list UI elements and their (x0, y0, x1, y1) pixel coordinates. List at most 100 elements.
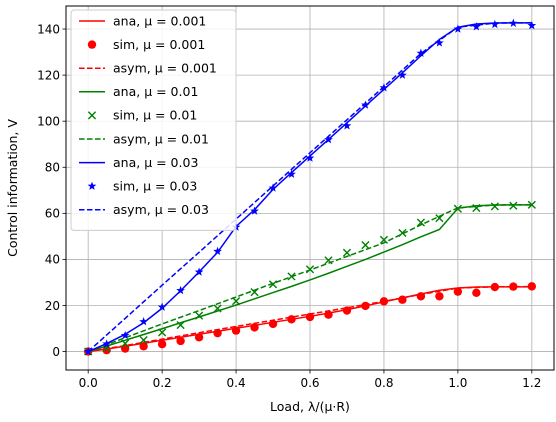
data-point (287, 169, 296, 178)
data-point (231, 326, 241, 335)
x-tick-label: 0.6 (300, 376, 319, 390)
data-point (213, 304, 222, 313)
legend-item: ana, μ = 0.01 (79, 84, 198, 99)
data-point (250, 206, 259, 215)
data-point (361, 100, 370, 109)
legend-item: asym, μ = 0.001 (79, 61, 217, 76)
data-point (453, 204, 462, 213)
legend-handle (87, 111, 97, 120)
data-point (176, 285, 185, 295)
data-point (471, 22, 481, 31)
data-point (213, 328, 222, 338)
data-point (490, 19, 500, 29)
x-stroke (87, 111, 97, 120)
data-point (435, 292, 444, 301)
data-point (139, 335, 148, 345)
data-point (268, 183, 278, 192)
x-stroke (176, 320, 185, 330)
data-point (158, 328, 167, 337)
legend-item: ana, μ = 0.03 (79, 155, 198, 170)
y-tick-label: 120 (37, 68, 60, 82)
data-point (490, 202, 499, 211)
legend-item: asym, μ = 0.03 (79, 202, 209, 217)
series-7 (83, 18, 537, 356)
data-point (194, 311, 204, 320)
x-stroke (268, 280, 278, 289)
data-point (102, 339, 112, 348)
data-point (120, 330, 130, 340)
plot-area (83, 18, 537, 356)
data-point (139, 342, 148, 351)
x-tick-label: 1.0 (448, 376, 467, 390)
data-point (213, 246, 222, 256)
series-line (87, 22, 532, 353)
data-point (268, 319, 278, 329)
data-point (139, 317, 149, 326)
x-stroke (324, 256, 333, 265)
legend-label: sim, μ = 0.01 (113, 108, 197, 123)
data-point (176, 336, 185, 346)
legend-item: sim, μ = 0.03 (87, 179, 197, 194)
legend-box (70, 9, 237, 231)
legend-label: ana, μ = 0.03 (113, 155, 198, 170)
data-point (194, 333, 204, 342)
data-point (324, 310, 333, 319)
data-point (176, 320, 185, 330)
y-tick-label: 40 (45, 253, 60, 267)
data-point (342, 121, 352, 130)
data-point (305, 153, 315, 162)
data-point (527, 20, 537, 30)
y-tick-label: 60 (45, 207, 60, 221)
series-8 (87, 22, 532, 353)
x-stroke (231, 297, 241, 306)
x-stroke (453, 204, 462, 213)
data-point (157, 302, 167, 311)
y-tick-label: 80 (45, 161, 60, 175)
data-point (416, 218, 426, 227)
x-tick-label: 0.4 (227, 376, 246, 390)
x-stroke (379, 235, 389, 244)
legend-item: sim, μ = 0.001 (87, 37, 205, 52)
legend-handle (87, 40, 97, 49)
data-point (231, 297, 241, 306)
data-point (157, 339, 167, 349)
data-point (361, 301, 370, 311)
legend-item: ana, μ = 0.001 (79, 13, 206, 28)
legend-item: sim, μ = 0.01 (87, 108, 197, 123)
data-point (509, 201, 518, 210)
data-point (453, 287, 463, 296)
legend-label: asym, μ = 0.03 (113, 202, 209, 217)
series-line (88, 285, 532, 353)
x-stroke (139, 335, 148, 345)
data-point (416, 48, 426, 57)
x-stroke (416, 218, 426, 227)
series-line (87, 204, 532, 353)
x-tick-label: 0.8 (374, 376, 393, 390)
series-2 (88, 285, 532, 353)
y-tick-label: 140 (37, 22, 60, 36)
legend-label: asym, μ = 0.001 (113, 61, 217, 76)
x-tick-label: 0.2 (153, 376, 172, 390)
x-stroke (121, 339, 130, 348)
data-point (527, 200, 536, 209)
data-point (398, 70, 407, 79)
data-point (379, 235, 389, 244)
x-stroke (490, 202, 499, 211)
data-point (435, 38, 444, 47)
x-stroke (361, 241, 370, 250)
data-point (324, 135, 333, 144)
x-tick-label: 1.2 (522, 376, 541, 390)
x-stroke (102, 344, 111, 353)
x-stroke (509, 201, 518, 210)
x-axis-label: Load, λ/(μ·R) (270, 399, 350, 414)
x-stroke (213, 304, 222, 313)
x-stroke (158, 328, 167, 337)
y-tick-label: 0 (52, 345, 60, 359)
legend: ana, μ = 0.001 sim, μ = 0.001 asym, μ = 0.… (70, 9, 237, 231)
y-tick-label: 100 (37, 114, 60, 128)
data-point (121, 339, 130, 348)
data-point (509, 282, 518, 291)
ticks: 0.0 0.2 0.4 0.6 0.8 1.0 1.2 0 20 40 60 80 100 120 140 (37, 22, 541, 390)
series-5 (87, 204, 532, 353)
legend-label: ana, μ = 0.01 (113, 84, 198, 99)
